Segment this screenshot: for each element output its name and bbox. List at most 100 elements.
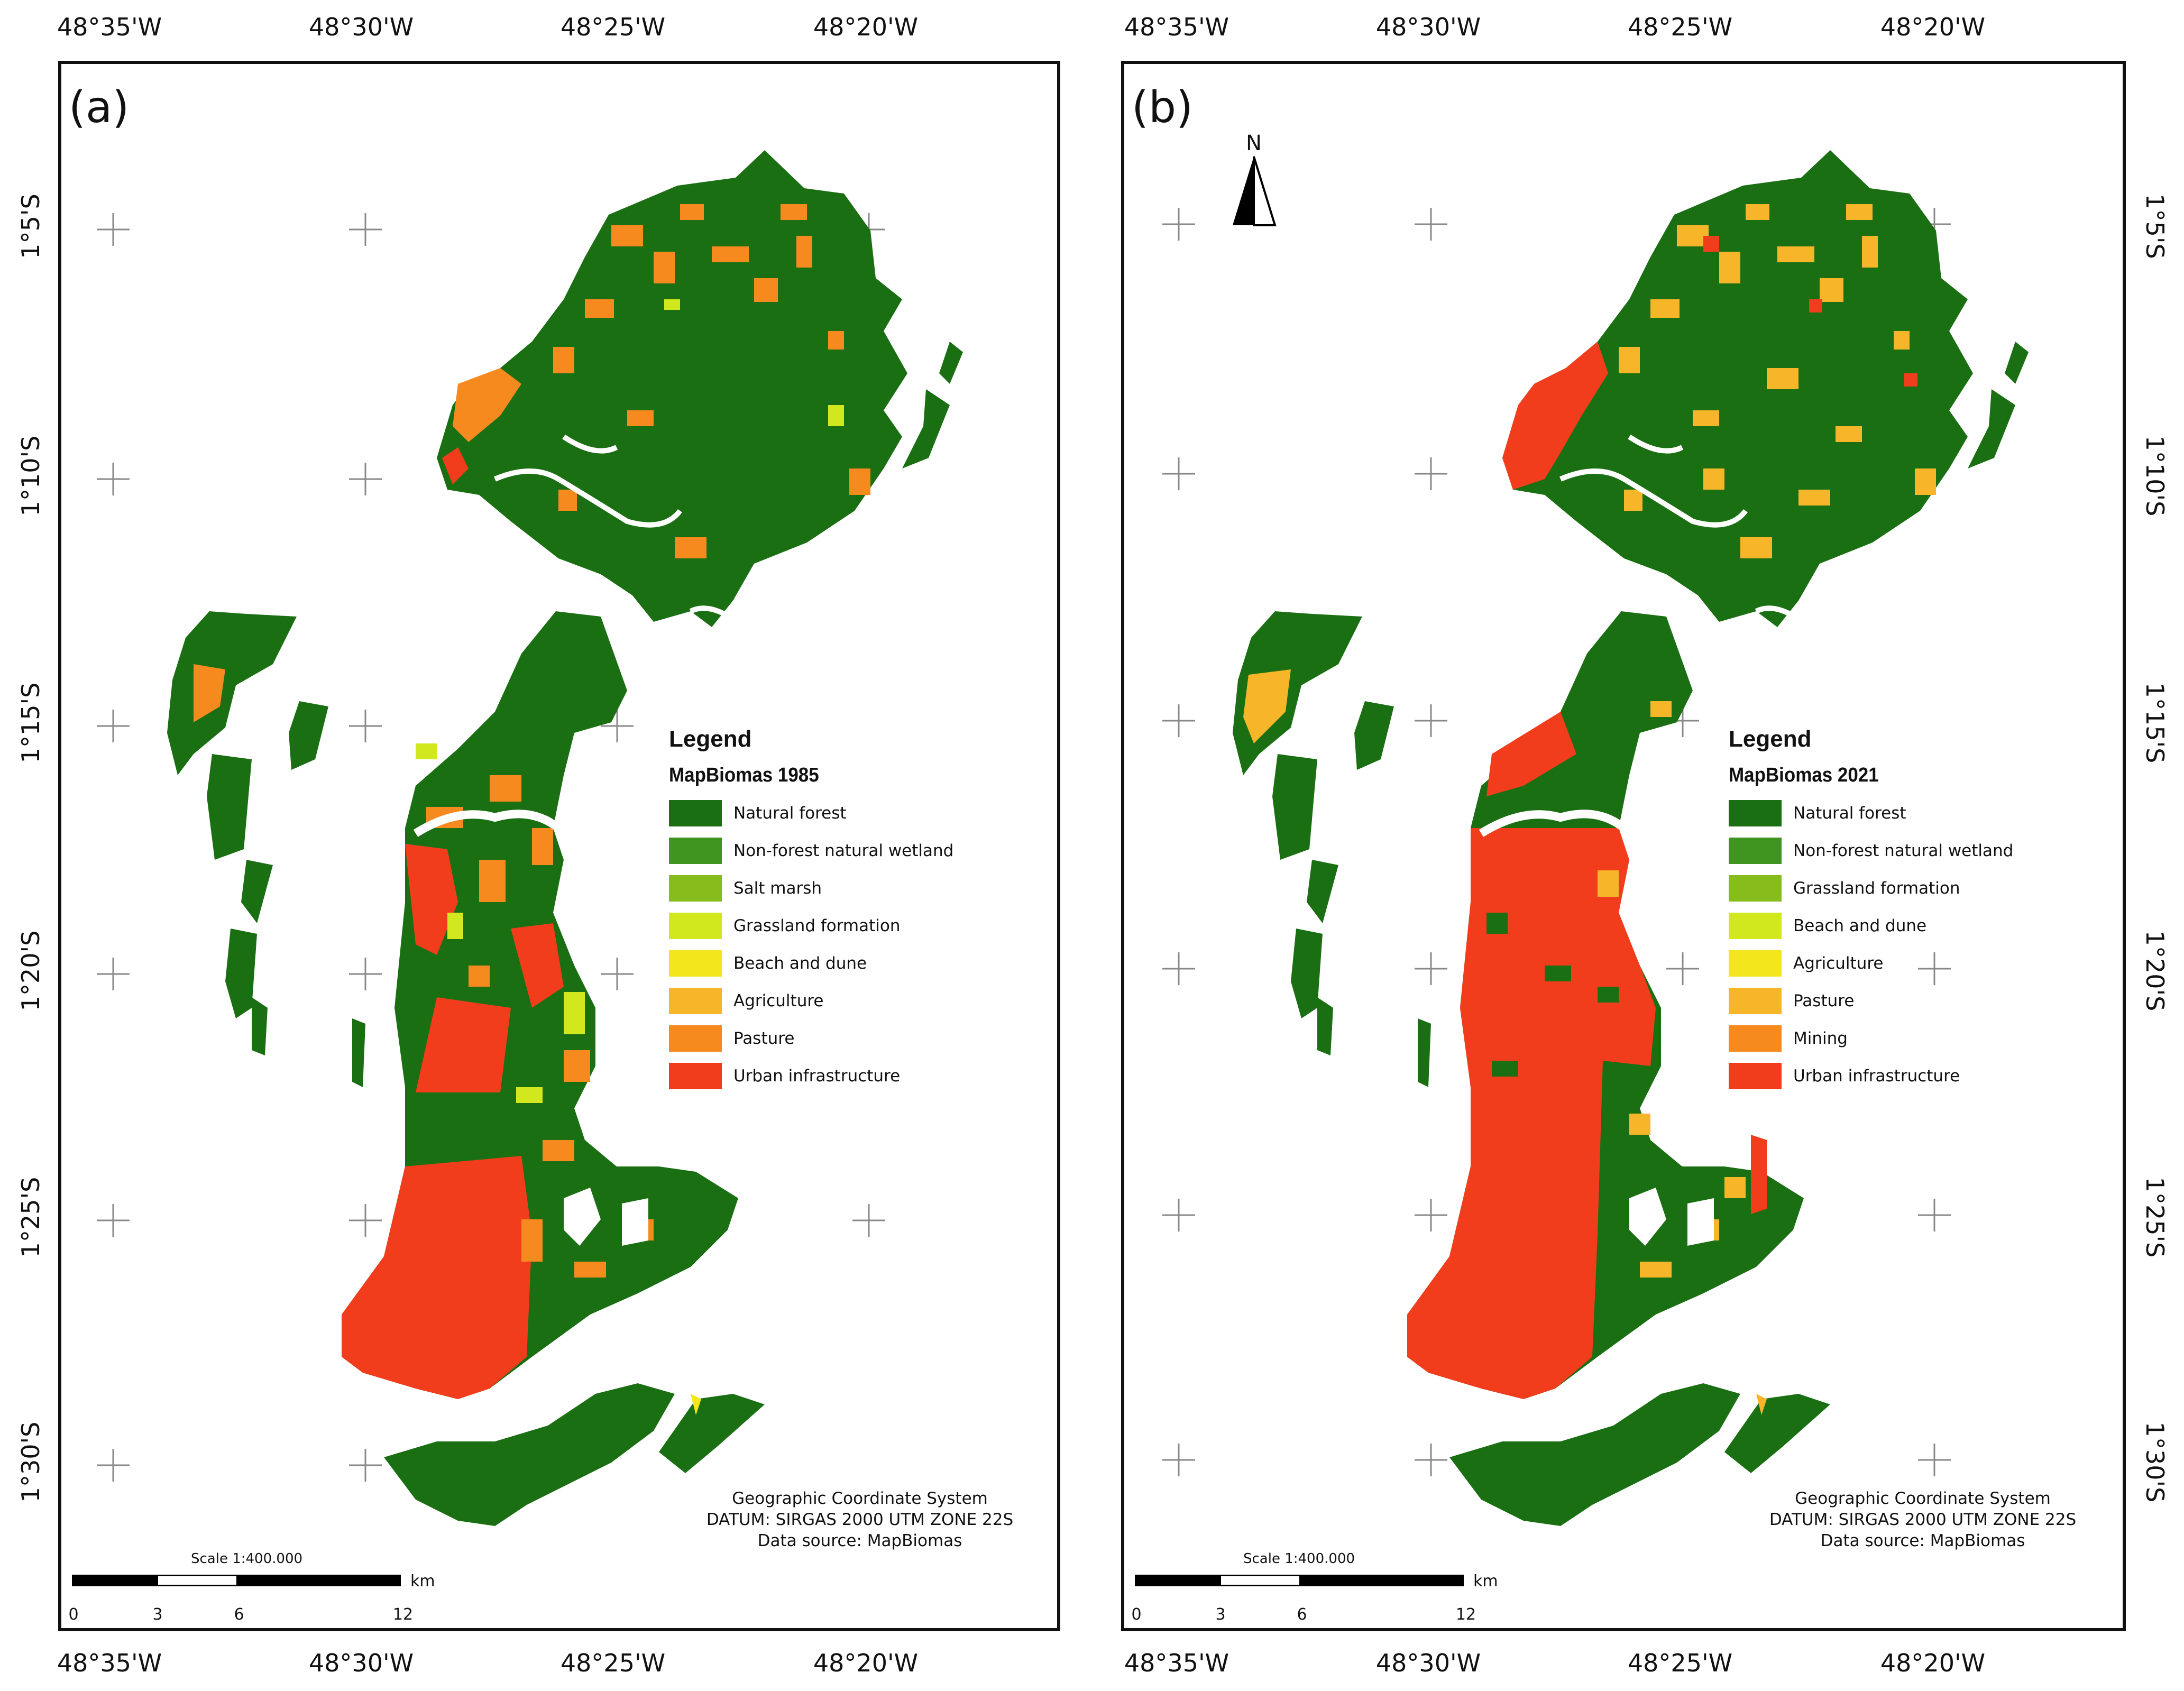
lon-label: 48°20'W [1880,13,1986,41]
coordinate-info-b: Geographic Coordinate System DATUM: SIRG… [1738,1488,2108,1551]
legend-item: Beach and dune [1729,907,2013,944]
legend-b: Legend MapBiomas 2021 Natural forest Non-… [1729,726,2013,1095]
legend-item: Salt marsh [669,869,953,907]
legend-item: Pasture [669,1019,953,1057]
legend-item: Mining [1729,1019,2013,1057]
lon-label: 48°25'W [1627,13,1733,41]
scale-tick: 12 [392,1605,414,1624]
scale-unit: km [1473,1572,1498,1591]
legend-label: Beach and dune [1793,916,1927,935]
panel-label: (b) [1132,82,1194,133]
lat-label: 1°20'S [16,930,45,1012]
lat-label: 1°10'S [16,435,45,517]
legend-label: Grassland formation [733,916,901,935]
legend-swatch [669,1025,722,1052]
lat-label: 1°30'S [16,1421,45,1503]
north-label: N [1246,131,1262,155]
lat-label: 1°25'S [16,1177,45,1258]
lon-label: 48°25'W [560,1649,666,1677]
legend-swatch [1729,875,1782,902]
panel-label: (a) [69,82,130,133]
legend-label: Agriculture [733,991,824,1010]
legend-swatch [669,1062,722,1089]
legend-label: Pasture [733,1028,795,1048]
legend-item: Natural forest [1729,794,2013,832]
legend-label: Grassland formation [1793,878,1960,898]
lat-label: 1°15'S [16,682,45,764]
scale-title: Scale 1:400.000 [1243,1551,1355,1567]
legend-swatch [1729,950,1782,977]
scale-bar [72,1575,401,1586]
scale-tick: 6 [234,1605,244,1624]
legend-swatch [669,837,722,864]
lat-label: 1°25'S [2141,1177,2169,1258]
legend-subtitle: MapBiomas 2021 [1729,764,1879,786]
scale-tick: 12 [1455,1605,1476,1624]
lat-label: 1°20'S [2141,930,2169,1012]
lon-label: 48°35'W [1124,13,1229,41]
scale-tick: 3 [1215,1605,1226,1624]
legend-items: Natural forest Non-forest natural wetland… [669,794,953,1095]
legend-swatch [1729,1025,1782,1052]
legend-swatch [1729,1062,1782,1089]
legend-subtitle: MapBiomas 1985 [669,764,819,786]
lon-label: 48°35'W [57,13,162,41]
legend-label: Urban infrastructure [1793,1066,1960,1086]
legend-item: Urban infrastructure [1729,1057,2013,1095]
legend-label: Agriculture [1793,953,1884,973]
map-panel-b: (b) N Legend MapBiomas 2021 Natural fore… [1121,61,2126,1631]
legend-item: Beach and dune [669,944,953,982]
legend-label: Mining [1793,1028,1848,1048]
map-a-landcover [97,150,963,1526]
info-line: Geographic Coordinate System [732,1489,988,1508]
legend-swatch [669,912,722,939]
legend-swatch [1729,799,1782,826]
north-arrow: N [1230,133,1278,230]
legend-label: Non-forest natural wetland [733,841,954,860]
map-b-landcover [1162,150,2029,1526]
legend-swatch [1729,987,1782,1014]
legend-item: Natural forest [669,794,953,832]
coordinate-info-a: Geographic Coordinate System DATUM: SIRG… [675,1488,1045,1551]
lat-label: 1°5'S [2141,194,2169,259]
lon-label: 48°20'W [813,13,919,41]
legend-item: Pasture [1729,982,2013,1019]
legend-item: Agriculture [1729,944,2013,982]
scale-unit: km [410,1572,435,1591]
lon-label: 48°35'W [1124,1649,1229,1677]
lon-label: 48°30'W [308,13,414,41]
lat-label: 1°30'S [2141,1421,2169,1503]
legend-title: Legend [1729,726,1812,752]
legend-swatch [1729,912,1782,939]
legend-label: Pasture [1793,991,1855,1010]
legend-swatch [669,799,722,826]
legend-label: Non-forest natural wetland [1793,841,2014,860]
lon-label: 48°20'W [1880,1649,1986,1677]
info-line: Data source: MapBiomas [757,1531,962,1550]
lon-label: 48°25'W [1627,1649,1733,1677]
lat-label: 1°15'S [2141,682,2169,764]
info-line: DATUM: SIRGAS 2000 UTM ZONE 22S [706,1510,1014,1529]
legend-label: Natural forest [733,803,847,823]
legend-item: Grassland formation [1729,869,2013,907]
scale-tick: 3 [152,1605,163,1624]
lon-label: 48°20'W [813,1649,919,1677]
lon-label: 48°30'W [1375,13,1481,41]
legend-item: Non-forest natural wetland [1729,832,2013,869]
legend-label: Beach and dune [733,953,867,973]
lat-label: 1°10'S [2141,435,2169,517]
legend-item: Grassland formation [669,907,953,944]
legend-swatch [669,987,722,1014]
legend-item: Agriculture [669,982,953,1019]
scale-tick: 0 [1131,1605,1142,1624]
legend-a: Legend MapBiomas 1985 Natural forest Non-… [669,726,953,1095]
info-line: Geographic Coordinate System [1795,1489,2051,1508]
legend-items: Natural forest Non-forest natural wetland… [1729,794,2013,1095]
map-panel-a: (a) Legend MapBiomas 1985 Natural forest… [58,61,1060,1631]
scale-tick: 0 [68,1605,79,1624]
lon-label: 48°30'W [1375,1649,1481,1677]
lat-label: 1°5'S [16,194,45,259]
legend-title: Legend [669,726,752,752]
legend-swatch [1729,837,1782,864]
scale-bar [1135,1575,1464,1586]
